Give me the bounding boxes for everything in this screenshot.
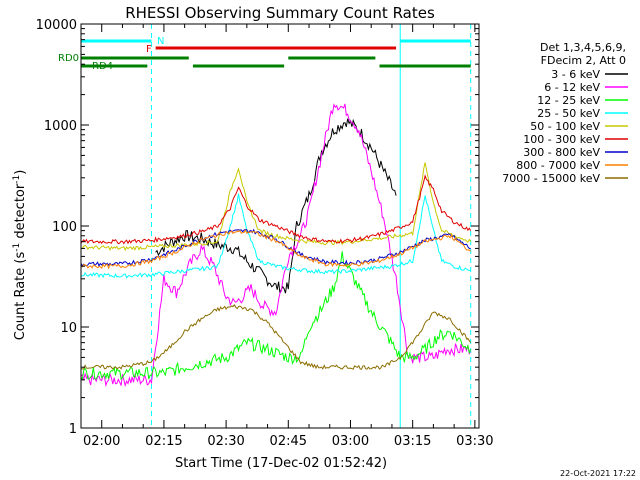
- y-tick-label-1: 1: [69, 422, 77, 437]
- legend-label-6-12-kev: 6 - 12 keV: [544, 81, 600, 94]
- x-tick-label-03-15: 03:15: [394, 434, 431, 449]
- legend-header-line-2: FDecim 2, Att 0: [541, 54, 626, 67]
- x-tick-label-02-15: 02:15: [145, 434, 182, 449]
- series-line-3-6-kev: [155, 118, 397, 294]
- series-line-6-12-kev: [80, 103, 472, 388]
- flag-label-f: F: [146, 44, 152, 55]
- legend-label-50-100-kev: 50 - 100 keV: [530, 120, 600, 133]
- series-line-800-7000-kev: [80, 229, 472, 270]
- x-tick-label-03-00: 03:00: [332, 434, 369, 449]
- series-line-7000-15000-kev: [80, 304, 472, 370]
- legend-label-800-7000-kev: 800 - 7000 keV: [516, 159, 600, 172]
- y-tick-label-1000: 1000: [44, 119, 77, 134]
- x-tick-label-02-00: 02:00: [83, 434, 120, 449]
- x-axis-label: Start Time (17-Dec-02 01:52:42): [175, 456, 387, 471]
- y-tick-label-10: 10: [60, 321, 77, 336]
- flag-label-n: N: [157, 36, 164, 47]
- legend-label-7000-15000-kev: 7000 - 15000 keV: [502, 172, 600, 185]
- y-tick-label-10000: 10000: [36, 18, 77, 33]
- legend-label-12-25-kev: 12 - 25 keV: [537, 94, 600, 107]
- legend-label-25-50-kev: 25 - 50 keV: [537, 107, 600, 120]
- series-line-12-25-kev: [80, 251, 472, 381]
- legend-label-100-300-kev: 100 - 300 keV: [523, 133, 600, 146]
- legend-label-300-800-kev: 300 - 800 keV: [523, 146, 600, 159]
- legend-label-3-6-kev: 3 - 6 keV: [551, 68, 600, 81]
- axes: 1 10 100 1000 10000 02:00 02:15 02:30 02:45 03:00…: [36, 18, 494, 449]
- flag-label-rd0: RD0: [58, 53, 79, 64]
- chart-title: RHESSI Observing Summary Count Rates: [125, 4, 435, 22]
- x-tick-label-03-30: 03:30: [456, 434, 493, 449]
- x-tick-label-02-45: 02:45: [270, 434, 307, 449]
- series-line-100-300-kev: [80, 174, 472, 245]
- y-axis-label: Count Rate (s-1 detector-1): [12, 170, 28, 341]
- flag-label-rd4: RD4: [92, 61, 113, 72]
- flag-bars: NF RD0 RD4: [58, 36, 471, 72]
- x-tick-label-02-30: 02:30: [207, 434, 244, 449]
- series-lines: [80, 103, 472, 388]
- series-line-50-100-kev: [80, 162, 472, 252]
- footer-timestamp: 22-Oct-2021 17:22: [560, 469, 636, 478]
- legend-header-line-1: Det 1,3,4,5,6,9,: [540, 41, 626, 54]
- series-line-25-50-kev: [80, 193, 471, 279]
- y-tick-label-100: 100: [52, 220, 77, 235]
